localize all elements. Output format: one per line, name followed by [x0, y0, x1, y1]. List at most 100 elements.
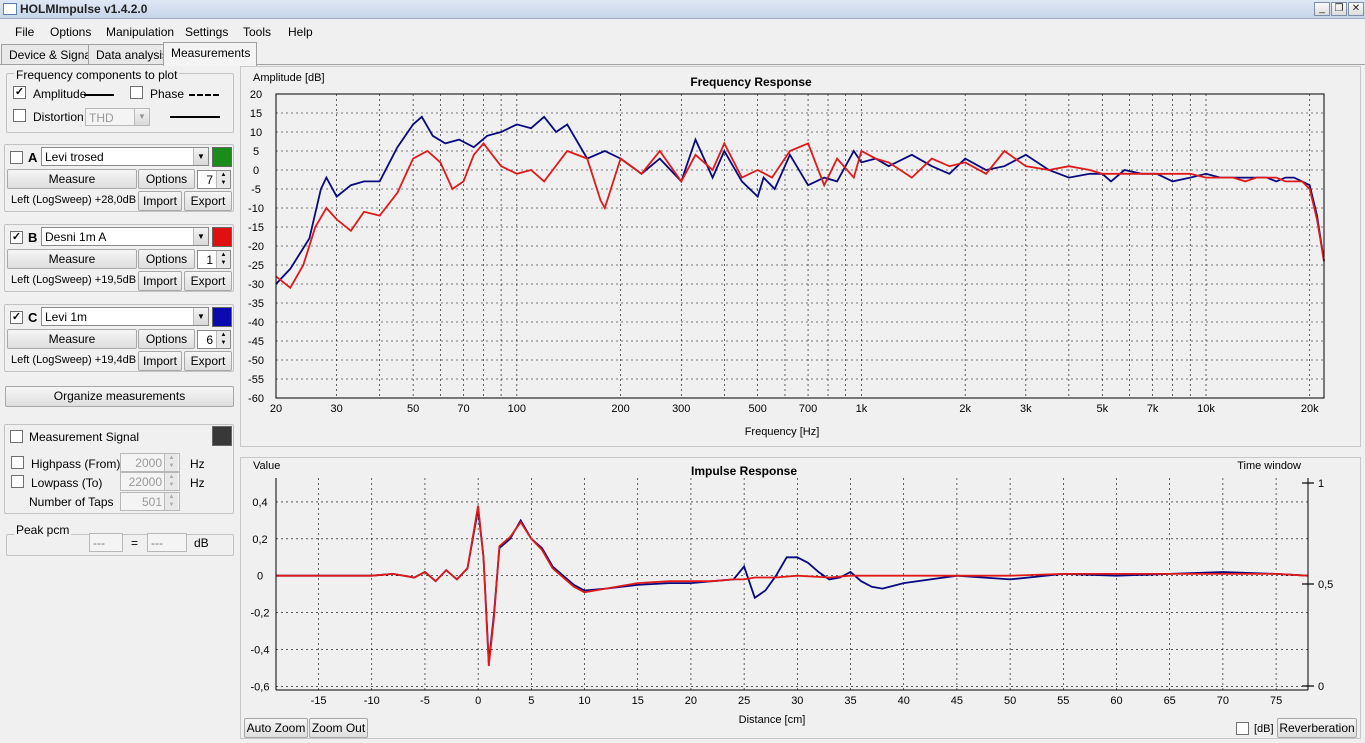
spinner-arrows-icon[interactable]: ▲ ▼: [164, 473, 178, 490]
y-tick-label: 0,2: [252, 534, 267, 546]
y-tick-label: -45: [248, 336, 264, 348]
impulse-response-chart[interactable]: Value Impulse Response Time window Dista…: [241, 458, 1362, 740]
chart-y2label: Time window: [1237, 460, 1301, 472]
measurement-b-info: Left (LogSweep) +19,5dB: [11, 274, 137, 286]
distortion-select[interactable]: THD: [85, 108, 150, 126]
x-tick-label: 2k: [959, 403, 971, 415]
tab-measurements[interactable]: Measurements: [163, 42, 258, 66]
measurement-c-options-button[interactable]: Options: [138, 329, 195, 349]
chevron-down-icon[interactable]: ▼: [193, 308, 208, 325]
x-tick-label: 500: [749, 403, 767, 415]
spinner-arrows-icon[interactable]: ▲ ▼: [164, 493, 178, 510]
measurement-signal-color-swatch[interactable]: [212, 426, 232, 446]
measurement-c-export-button[interactable]: Export: [184, 351, 232, 371]
measurement-a-import-button[interactable]: Import: [138, 191, 182, 211]
measurement-b-name: Desni 1m A: [45, 230, 107, 244]
menu-settings[interactable]: Settings: [185, 25, 229, 39]
auto-zoom-button[interactable]: Auto Zoom: [244, 718, 308, 738]
measurement-c-import-button[interactable]: Import: [138, 351, 182, 371]
spinner-arrows-icon[interactable]: ▲ ▼: [164, 454, 178, 471]
x-tick-label: 30: [331, 403, 343, 415]
x-tick-label: 50: [407, 403, 419, 415]
spinner-arrows-icon[interactable]: ▲ ▼: [216, 171, 230, 188]
tab-device-signal[interactable]: Device & Signal: [1, 44, 101, 65]
measurement-a-color-swatch[interactable]: [212, 147, 232, 167]
spinner-arrows-icon[interactable]: ▲ ▼: [216, 331, 230, 348]
chevron-down-icon[interactable]: ▼: [134, 109, 149, 125]
spinner-arrows-icon[interactable]: ▲ ▼: [216, 251, 230, 268]
y-tick-label: 10: [250, 127, 262, 139]
y-tick-label: 0: [257, 571, 263, 583]
y-tick-label: 0: [253, 165, 259, 177]
chevron-down-icon[interactable]: ▼: [193, 228, 208, 245]
restore-button[interactable]: ❐: [1331, 2, 1347, 16]
series-line-1: [276, 505, 1309, 667]
frequency-response-chart[interactable]: Amplitude [dB] Frequency Response Freque…: [241, 67, 1362, 448]
x-tick-label: 10k: [1197, 403, 1215, 415]
measurement-b-import-button[interactable]: Import: [138, 271, 182, 291]
y-tick-label: -40: [248, 317, 264, 329]
menu-help[interactable]: Help: [288, 25, 313, 39]
distortion-checkbox[interactable]: [13, 109, 26, 122]
menu-file[interactable]: File: [15, 25, 35, 39]
measurement-c-color-swatch[interactable]: [212, 307, 232, 327]
chart-ylabel: Amplitude [dB]: [253, 72, 325, 84]
x-tick-label: 700: [799, 403, 817, 415]
measurement-c-checkbox[interactable]: ✓: [10, 311, 23, 324]
highpass-checkbox[interactable]: [11, 456, 24, 469]
frequency-components-title: Frequency components to plot: [14, 68, 180, 82]
menu-options[interactable]: Options: [50, 25, 92, 39]
measurement-signal-checkbox[interactable]: [10, 430, 23, 443]
amplitude-checkbox[interactable]: ✓: [13, 86, 26, 99]
tab-data-analysis[interactable]: Data analysis: [88, 44, 176, 65]
menu-manipulation[interactable]: Manipulation: [106, 25, 175, 39]
close-button[interactable]: ✕: [1348, 2, 1364, 16]
tab-divider: [0, 64, 1365, 65]
measurement-b-color-swatch[interactable]: [212, 227, 232, 247]
measurement-a-measure-button[interactable]: Measure: [7, 169, 137, 189]
amplitude-label: Amplitude: [33, 87, 87, 101]
measurement-a-select[interactable]: Levi trosed: [41, 147, 209, 166]
peak-db-unit: dB: [194, 536, 209, 550]
reverberation-button[interactable]: Reverberation: [1277, 718, 1357, 738]
minimize-button[interactable]: _: [1314, 2, 1330, 16]
phase-checkbox[interactable]: [130, 86, 143, 99]
solid-line-icon: [170, 116, 220, 118]
impulse-response-panel: Value Impulse Response Time window Dista…: [240, 457, 1361, 739]
frequency-response-panel: Amplitude [dB] Frequency Response Freque…: [240, 66, 1361, 447]
measurement-a-group: [4, 144, 234, 212]
x-tick-label: 60: [1110, 695, 1122, 707]
chart-title: Impulse Response: [691, 464, 797, 478]
measurement-b-export-button[interactable]: Export: [184, 271, 232, 291]
measurement-b-select[interactable]: Desni 1m A: [41, 227, 209, 246]
measurement-b-measure-button[interactable]: Measure: [7, 249, 137, 269]
lowpass-checkbox[interactable]: [11, 475, 24, 488]
organize-measurements-button[interactable]: Organize measurements: [5, 386, 234, 407]
x-tick-label: 5: [528, 695, 534, 707]
tab-strip: Device & Signal Data analysis Measuremen…: [0, 42, 1365, 66]
measurement-b-letter: B: [28, 230, 38, 245]
x-tick-label: 75: [1270, 695, 1282, 707]
zoom-out-button[interactable]: Zoom Out: [309, 718, 368, 738]
measurement-b-options-button[interactable]: Options: [138, 249, 195, 269]
chart-ylabel: Value: [253, 460, 280, 472]
chevron-down-icon[interactable]: ▼: [193, 148, 208, 165]
x-tick-label: 35: [844, 695, 856, 707]
series-line-1: [275, 141, 1325, 290]
menu-tools[interactable]: Tools: [243, 25, 272, 39]
measurement-c-group: [4, 304, 234, 372]
measurement-a-options-button[interactable]: Options: [138, 169, 195, 189]
x-tick-label: -5: [420, 695, 430, 707]
plot-border: [275, 93, 1325, 399]
highpass-label: Highpass (From): [31, 457, 121, 471]
app-icon: [3, 3, 17, 15]
measurement-a-name: Levi trosed: [45, 150, 104, 164]
db-checkbox[interactable]: [1236, 722, 1249, 735]
measurement-c-measure-button[interactable]: Measure: [7, 329, 137, 349]
y-tick-label: 0,4: [252, 497, 267, 509]
x-tick-label: 45: [951, 695, 963, 707]
measurement-b-checkbox[interactable]: ✓: [10, 231, 23, 244]
measurement-a-checkbox[interactable]: [10, 151, 23, 164]
measurement-a-export-button[interactable]: Export: [184, 191, 232, 211]
measurement-c-select[interactable]: Levi 1m: [41, 307, 209, 326]
